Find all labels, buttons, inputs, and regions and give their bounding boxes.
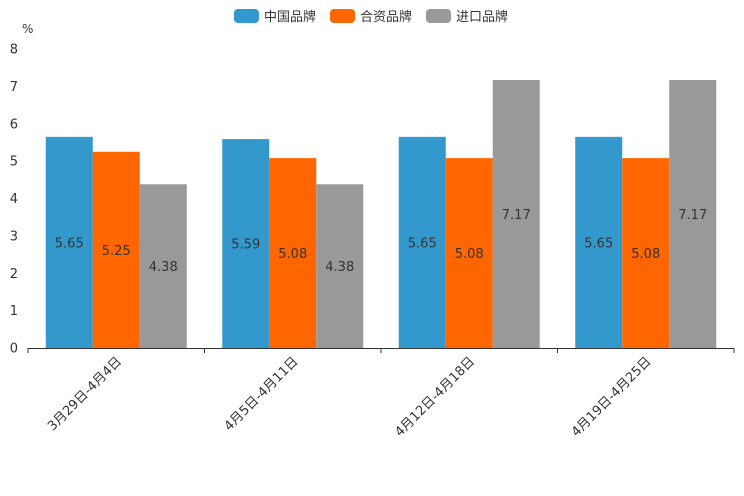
legend-label: 中国品牌 (264, 9, 316, 25)
x-category-label: 4月12日-4月18日 (392, 354, 478, 440)
bars: 5.65 5.25 4.38 5.59 5.08 4.38 5.65 5.08 7.17 5.65… (45, 80, 717, 349)
y-tick-label: 3 (10, 229, 18, 244)
y-tick-label: 7 (10, 80, 18, 95)
bar-value-label: 7.17 (502, 208, 531, 223)
x-category-label: 3月29日-4月4日 (45, 354, 125, 434)
legend-label: 合资品牌 (360, 9, 412, 25)
y-tick-label: 0 (10, 342, 18, 357)
y-tick-label: 8 (10, 43, 18, 58)
bar (492, 80, 540, 349)
bar (92, 151, 140, 348)
y-tick-label: 1 (10, 304, 18, 319)
bar (398, 136, 446, 348)
legend: 中国品牌 合资品牌 进口品牌 (234, 9, 508, 25)
y-tick-label: 2 (10, 267, 18, 282)
bar-value-label: 5.08 (455, 247, 484, 262)
legend-label: 进口品牌 (456, 9, 508, 25)
bar-value-label: 5.65 (584, 236, 613, 251)
x-category-label: 4月19日-4月25日 (569, 354, 655, 440)
bar-value-label: 5.25 (102, 244, 131, 259)
bar-value-label: 5.08 (631, 247, 660, 262)
bar (445, 158, 493, 348)
y-axis-unit-label: % (22, 22, 33, 36)
bar (669, 80, 717, 349)
bar-value-label: 7.17 (678, 208, 707, 223)
y-tick-label: 5 (10, 155, 18, 170)
y-axis: 0 1 2 3 4 5 6 7 8 (10, 43, 18, 357)
bar (45, 136, 93, 348)
legend-swatch (426, 9, 451, 23)
bar-value-label: 4.38 (325, 260, 354, 275)
legend-swatch (234, 9, 259, 23)
bar (622, 158, 670, 348)
legend-swatch (330, 9, 355, 23)
x-axis: 3月29日-4月4日 4月5日-4月11日 4月12日-4月18日 4月19日-4月2… (27, 348, 735, 440)
x-category-label: 4月5日-4月11日 (222, 354, 302, 434)
bar-value-label: 5.59 (231, 238, 260, 253)
bar-value-label: 5.65 (408, 236, 437, 251)
bar-value-label: 5.08 (278, 247, 307, 262)
bar (316, 184, 364, 348)
y-tick-label: 4 (10, 192, 18, 207)
bar-value-label: 4.38 (149, 260, 178, 275)
bar (575, 136, 623, 348)
bar (269, 158, 317, 348)
bar (139, 184, 187, 348)
bar (222, 139, 270, 348)
y-tick-label: 6 (10, 117, 18, 132)
bar-value-label: 5.65 (55, 236, 84, 251)
